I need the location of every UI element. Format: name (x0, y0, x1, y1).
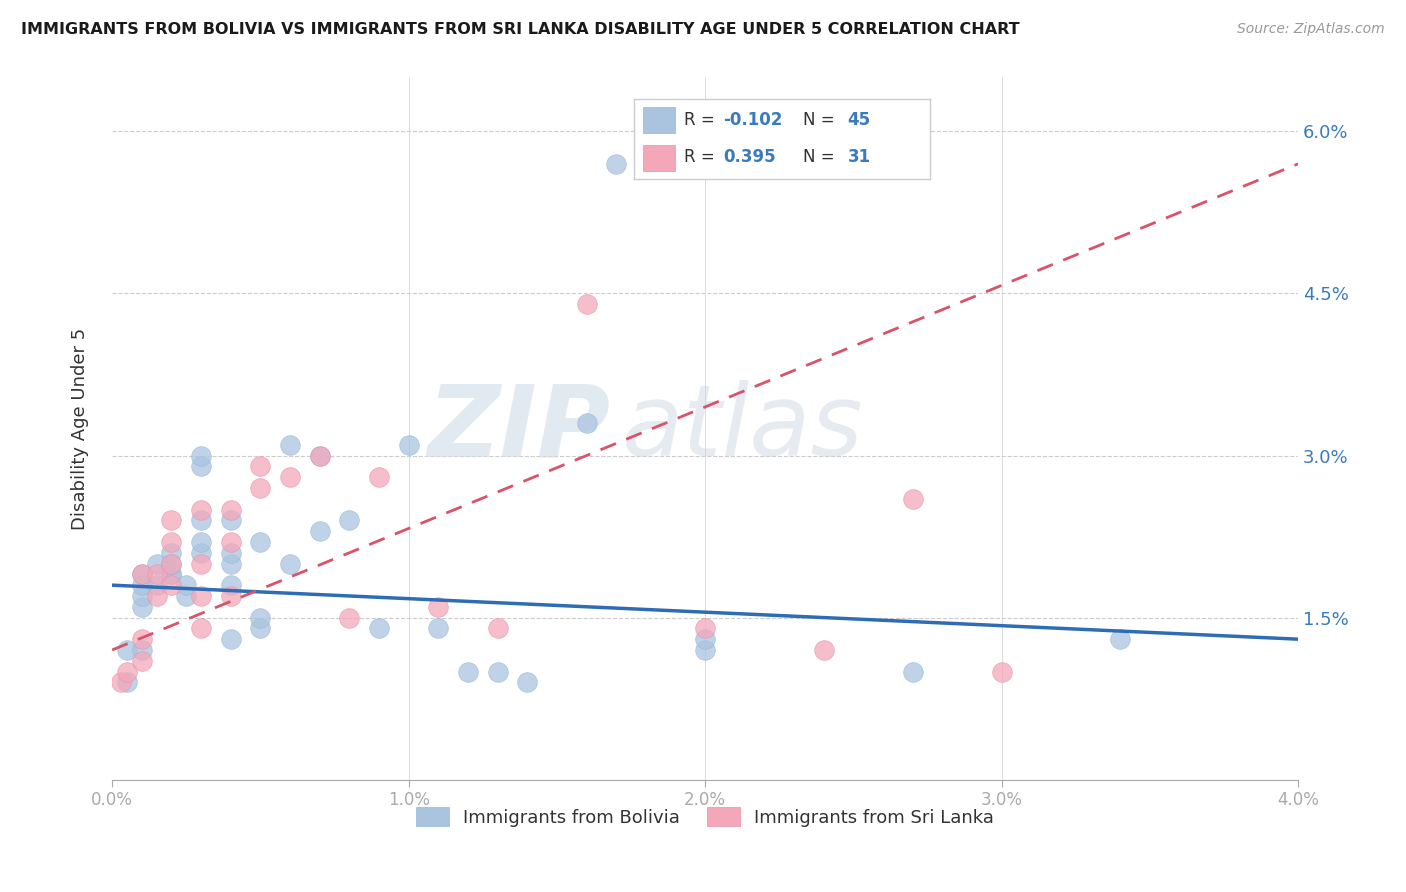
Point (337, 610, 360, 624)
Point (131, 567, 153, 582)
Point (486, 621, 509, 635)
Point (337, 513, 360, 527)
Point (278, 557, 301, 571)
Point (219, 589, 242, 603)
Point (145, 557, 167, 571)
Point (190, 459, 212, 474)
Point (308, 449, 330, 463)
Text: atlas: atlas (621, 380, 863, 477)
Text: Source: ZipAtlas.com: Source: ZipAtlas.com (1237, 22, 1385, 37)
Point (131, 654, 153, 668)
Y-axis label: Disability Age Under 5: Disability Age Under 5 (72, 327, 89, 530)
Point (249, 610, 271, 624)
Point (160, 557, 183, 571)
Point (516, 675, 538, 690)
Point (131, 643, 153, 657)
Point (901, 491, 924, 506)
Point (1109, 632, 1132, 647)
Point (190, 449, 212, 463)
Point (427, 599, 450, 614)
Point (190, 546, 212, 560)
Point (174, 578, 197, 592)
Point (190, 557, 212, 571)
Point (115, 643, 138, 657)
Point (190, 589, 212, 603)
Point (174, 589, 197, 603)
Point (110, 675, 132, 690)
Point (219, 513, 242, 527)
Legend: Immigrants from Bolivia, Immigrants from Sri Lanka: Immigrants from Bolivia, Immigrants from… (409, 800, 1001, 834)
Point (131, 589, 153, 603)
Point (131, 578, 153, 592)
Point (605, 157, 627, 171)
Point (457, 665, 479, 679)
Point (190, 621, 212, 635)
Point (368, 621, 391, 635)
Point (219, 632, 242, 647)
Point (398, 438, 420, 452)
Point (190, 513, 212, 527)
Point (131, 567, 153, 582)
Point (190, 502, 212, 516)
Point (695, 632, 717, 647)
Point (219, 535, 242, 549)
Point (219, 578, 242, 592)
Point (160, 578, 183, 592)
Point (219, 502, 242, 516)
Point (219, 557, 242, 571)
Point (486, 665, 509, 679)
Point (901, 665, 924, 679)
Point (990, 665, 1012, 679)
Point (575, 297, 598, 311)
Text: ZIP: ZIP (427, 380, 610, 477)
Point (160, 557, 183, 571)
Point (145, 567, 167, 582)
Point (427, 621, 450, 635)
Point (278, 438, 301, 452)
Point (160, 513, 183, 527)
Point (190, 535, 212, 549)
Point (115, 675, 138, 690)
Point (308, 524, 330, 538)
Point (249, 621, 271, 635)
Point (695, 643, 717, 657)
Point (308, 449, 330, 463)
Point (160, 535, 183, 549)
Point (219, 546, 242, 560)
Point (145, 589, 167, 603)
Point (160, 546, 183, 560)
Point (249, 535, 271, 549)
Point (160, 567, 183, 582)
Text: IMMIGRANTS FROM BOLIVIA VS IMMIGRANTS FROM SRI LANKA DISABILITY AGE UNDER 5 CORR: IMMIGRANTS FROM BOLIVIA VS IMMIGRANTS FR… (21, 22, 1019, 37)
Point (160, 567, 183, 582)
Point (575, 416, 598, 430)
Point (368, 470, 391, 484)
Point (249, 481, 271, 495)
Point (278, 470, 301, 484)
Point (131, 599, 153, 614)
Point (695, 621, 717, 635)
Point (813, 643, 835, 657)
Point (131, 632, 153, 647)
Point (145, 578, 167, 592)
Point (115, 665, 138, 679)
Point (249, 459, 271, 474)
